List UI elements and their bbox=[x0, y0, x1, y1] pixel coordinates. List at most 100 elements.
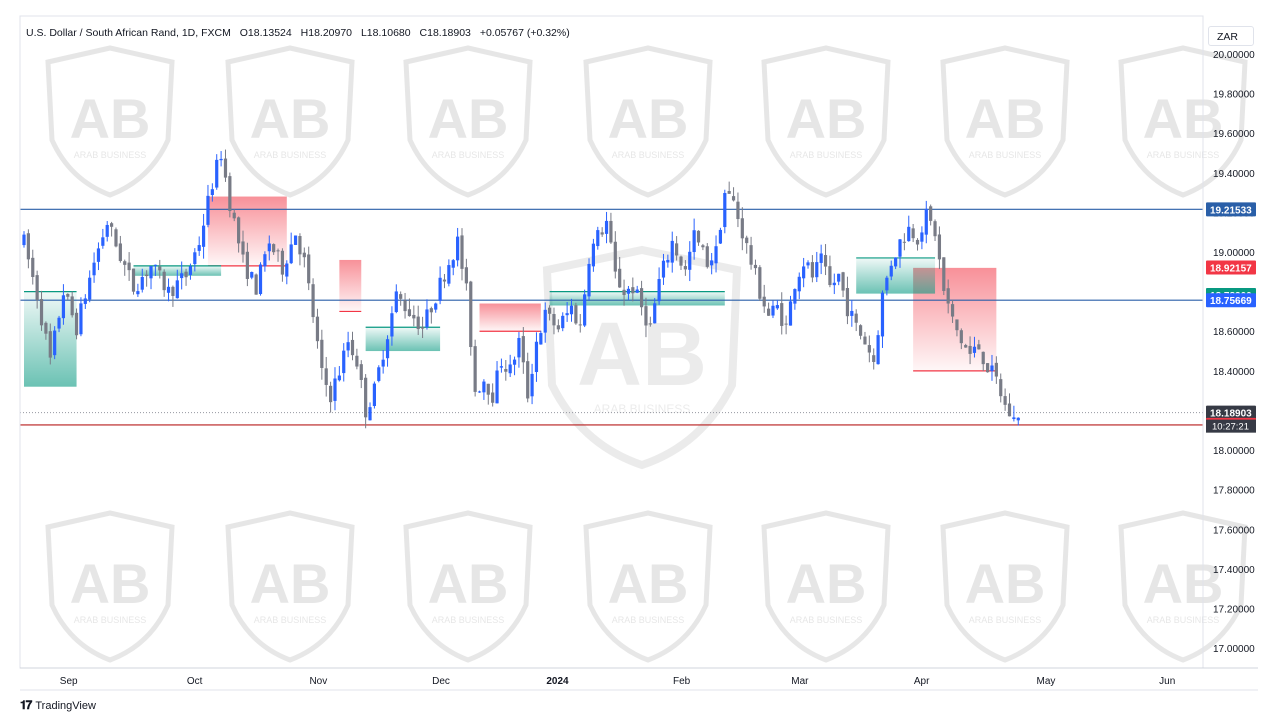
currency-button[interactable]: ZAR bbox=[1208, 26, 1254, 46]
candle bbox=[491, 383, 495, 407]
candle-body bbox=[232, 212, 236, 219]
candle-body bbox=[526, 361, 530, 399]
candle-body bbox=[175, 280, 179, 299]
candle bbox=[53, 326, 57, 360]
candle-body bbox=[929, 206, 933, 221]
candle bbox=[289, 232, 293, 265]
candle-body bbox=[127, 262, 131, 271]
candle-body bbox=[118, 243, 122, 261]
candle bbox=[412, 305, 416, 327]
candle-body bbox=[950, 304, 955, 317]
candle bbox=[574, 302, 578, 325]
candle-body bbox=[57, 317, 61, 329]
price-label: 18.92157 bbox=[1206, 260, 1256, 275]
candle-body bbox=[845, 288, 850, 317]
candle bbox=[342, 343, 346, 382]
countdown-bg bbox=[1206, 419, 1256, 433]
candle-body bbox=[307, 254, 311, 284]
x-tick-label: Feb bbox=[673, 676, 691, 687]
candle bbox=[228, 172, 232, 218]
candle bbox=[771, 300, 775, 319]
candle-body bbox=[968, 345, 972, 354]
svg-text:AB: AB bbox=[608, 87, 689, 150]
candle bbox=[307, 246, 311, 291]
candle bbox=[346, 331, 350, 358]
watermark-text: ARAB BUSINESS bbox=[594, 402, 691, 416]
candle-body bbox=[416, 316, 420, 330]
candle bbox=[718, 227, 723, 244]
candle-body bbox=[889, 265, 893, 277]
candle-body bbox=[574, 305, 578, 324]
demand-zone bbox=[365, 327, 441, 352]
candle bbox=[114, 227, 118, 248]
watermark-text: ARAB BUSINESS bbox=[969, 615, 1042, 625]
candle-body bbox=[223, 158, 228, 178]
x-tick-label: 2024 bbox=[546, 676, 569, 687]
candle-body bbox=[272, 244, 276, 253]
candle bbox=[692, 218, 696, 260]
candle bbox=[473, 339, 477, 397]
candle-body bbox=[819, 253, 823, 263]
candle bbox=[543, 302, 547, 343]
candle-body bbox=[447, 265, 451, 284]
candle-body bbox=[250, 271, 254, 278]
candle-body bbox=[552, 314, 556, 326]
candle-body bbox=[1016, 417, 1020, 421]
candle bbox=[293, 235, 298, 246]
symbol-title[interactable]: U.S. Dollar / South African Rand, 1D, FX… bbox=[26, 27, 231, 39]
candle-body bbox=[39, 299, 44, 326]
candle bbox=[740, 207, 744, 251]
candle-body bbox=[972, 346, 977, 353]
candle-body bbox=[771, 305, 775, 316]
candle bbox=[22, 231, 26, 248]
candle-body bbox=[280, 250, 285, 275]
candle-body bbox=[359, 364, 363, 380]
candle bbox=[793, 288, 797, 310]
candle-body bbox=[666, 259, 670, 263]
candle bbox=[153, 264, 157, 276]
candle-body bbox=[285, 263, 289, 277]
candle bbox=[145, 270, 149, 287]
candle-body bbox=[644, 306, 648, 326]
candle-body bbox=[372, 383, 376, 406]
candle bbox=[604, 211, 609, 244]
candle-body bbox=[810, 262, 814, 278]
tradingview-branding[interactable]: 𝟏𝟕 TradingView bbox=[20, 698, 96, 713]
candle-body bbox=[482, 381, 486, 393]
candle-body bbox=[70, 296, 74, 316]
candle-body bbox=[171, 286, 175, 296]
price-label-text: 19.21533 bbox=[1210, 205, 1252, 216]
candle-body bbox=[245, 251, 249, 279]
candle bbox=[482, 379, 486, 400]
candle bbox=[394, 284, 398, 314]
candle bbox=[219, 151, 223, 167]
candle-body bbox=[999, 379, 1003, 397]
candle-body bbox=[35, 275, 39, 301]
brand-name: TradingView bbox=[35, 699, 96, 712]
candle bbox=[587, 258, 591, 301]
candle bbox=[447, 259, 451, 287]
candle bbox=[399, 291, 403, 306]
candle bbox=[753, 259, 758, 275]
supply-zone bbox=[339, 259, 362, 312]
candle-body bbox=[425, 309, 429, 328]
candle-body bbox=[180, 273, 184, 279]
candle-body bbox=[355, 355, 359, 367]
candle-body bbox=[442, 279, 447, 282]
candle bbox=[618, 256, 622, 288]
candle-body bbox=[657, 279, 661, 302]
candle bbox=[788, 295, 793, 326]
candle bbox=[254, 273, 258, 295]
candle bbox=[210, 183, 214, 202]
candle bbox=[806, 260, 810, 269]
candle bbox=[381, 350, 385, 374]
x-tick-label: May bbox=[1037, 676, 1056, 687]
candle bbox=[245, 242, 249, 287]
svg-text:AB: AB bbox=[965, 552, 1046, 615]
candle bbox=[486, 383, 490, 405]
supply-zone bbox=[479, 303, 541, 332]
candle bbox=[407, 298, 412, 317]
candle bbox=[149, 266, 153, 290]
tradingview-logo-icon: 𝟏𝟕 bbox=[20, 698, 32, 712]
